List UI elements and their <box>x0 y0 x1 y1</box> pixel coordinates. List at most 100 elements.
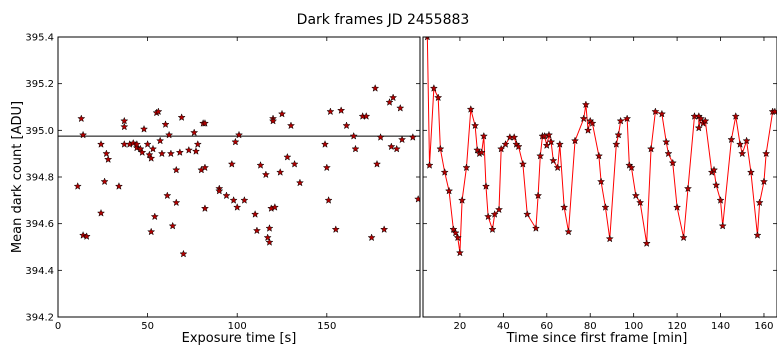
data-point <box>494 205 504 214</box>
data-point <box>132 143 141 152</box>
data-point <box>78 130 88 139</box>
x-tick-label: 20 <box>454 321 467 332</box>
data-point <box>268 116 278 125</box>
data-point <box>397 135 407 144</box>
data-point <box>322 163 331 172</box>
data-point <box>731 112 740 120</box>
data-point <box>227 159 236 168</box>
data-point <box>514 142 523 151</box>
data-point <box>518 159 528 168</box>
data-point <box>549 156 558 165</box>
data-point <box>662 137 671 146</box>
x-tick-label: 50 <box>141 321 154 332</box>
data-point <box>642 239 651 247</box>
data-point <box>453 233 462 242</box>
data-point <box>331 225 340 233</box>
data-point <box>746 168 756 176</box>
data-point <box>646 144 656 153</box>
data-point <box>150 212 159 221</box>
data-point <box>166 149 176 158</box>
data-point <box>536 151 545 160</box>
data-point <box>436 144 445 153</box>
data-point <box>709 165 719 174</box>
data-point <box>337 106 346 114</box>
data-point <box>451 228 460 237</box>
plot-area <box>424 37 777 257</box>
data-point <box>742 136 751 145</box>
data-point <box>755 198 764 207</box>
plot-frame <box>422 36 777 318</box>
data-point <box>132 140 141 148</box>
data-point <box>157 149 167 158</box>
data-point <box>163 191 172 200</box>
data-point <box>501 140 510 148</box>
x-axis-label-right: Time since first frame [min] <box>506 331 688 346</box>
data-point <box>636 198 645 207</box>
data-point <box>466 105 475 113</box>
data-point <box>664 149 673 158</box>
data-point <box>200 204 210 212</box>
y-tick-label: 395.4 <box>25 33 54 44</box>
data-point <box>161 120 170 128</box>
data-point <box>477 148 486 156</box>
data-point <box>263 233 272 242</box>
y-tick-label: 394.6 <box>25 219 54 230</box>
data-point <box>479 131 488 140</box>
data-point <box>533 191 543 200</box>
data-point <box>100 177 109 186</box>
data-point <box>429 84 438 92</box>
data-point <box>73 182 82 190</box>
data-point <box>326 107 335 116</box>
data-point <box>286 121 296 130</box>
data-point <box>371 84 380 92</box>
data-point <box>718 221 727 230</box>
data-point <box>139 124 149 133</box>
data-point <box>380 225 389 233</box>
data-point <box>147 154 156 162</box>
data-point <box>200 119 210 127</box>
data-point <box>668 158 677 167</box>
data-point <box>497 144 506 153</box>
data-point <box>455 248 465 257</box>
data-point <box>488 225 497 233</box>
plot-area <box>58 84 420 258</box>
data-point <box>276 168 285 176</box>
data-point <box>82 232 91 240</box>
x-tick-label: 0 <box>55 321 61 332</box>
data-point <box>623 114 632 123</box>
data-point <box>581 100 590 109</box>
data-point <box>200 163 210 172</box>
data-point <box>145 150 154 159</box>
x-tick-label: 150 <box>317 321 336 332</box>
data-point <box>614 130 623 139</box>
data-point <box>657 109 667 118</box>
chart-title: Dark frames JD 2455883 <box>297 12 470 28</box>
ticks <box>423 36 777 318</box>
data-point <box>104 155 113 163</box>
data-point <box>753 231 762 239</box>
data-point <box>631 191 640 200</box>
data-point <box>531 224 541 232</box>
data-point <box>120 116 129 125</box>
data-point <box>553 163 562 172</box>
data-point <box>222 191 231 200</box>
data-point <box>295 178 305 187</box>
data-point <box>172 198 181 207</box>
data-point <box>672 203 682 211</box>
y-tick-label: 394.4 <box>25 266 54 277</box>
data-point <box>251 210 260 218</box>
data-point <box>324 196 333 204</box>
data-point <box>191 147 201 155</box>
data-point <box>190 128 199 137</box>
data-point <box>596 177 606 186</box>
data-point <box>679 233 688 242</box>
data-point <box>449 225 458 233</box>
data-point <box>424 37 430 41</box>
data-point <box>735 140 745 148</box>
data-point <box>683 184 693 193</box>
x-axis-label-left: Exposure time [s] <box>182 331 297 346</box>
data-point <box>696 114 706 123</box>
data-point <box>96 140 106 148</box>
data-point <box>542 141 551 149</box>
x-tick-label: 100 <box>228 321 247 332</box>
